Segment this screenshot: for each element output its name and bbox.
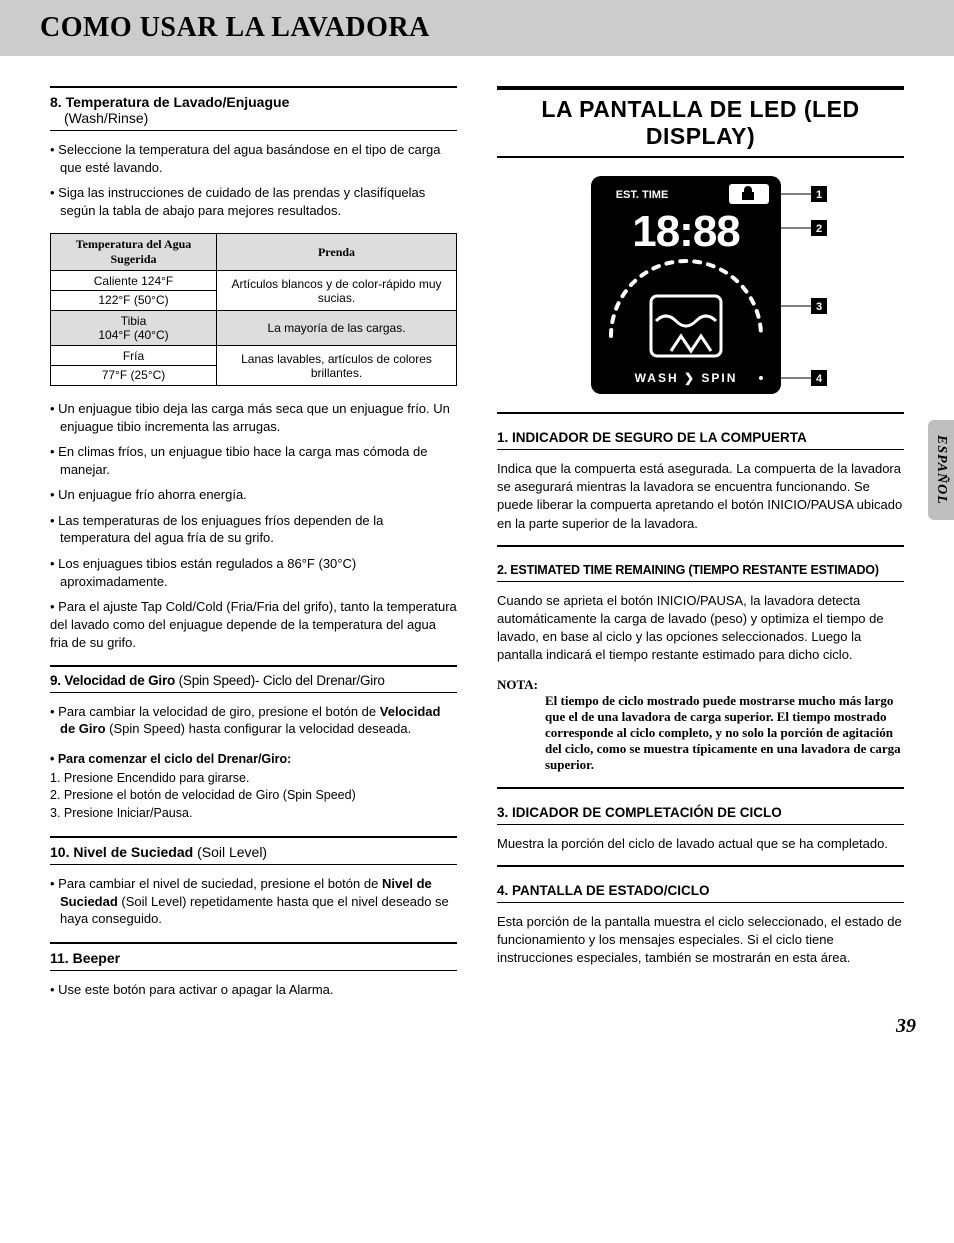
led-digits: 18:88 (632, 207, 740, 256)
right-sec1-heading: 1. INDICADOR DE SEGURO DE LA COMPUERTA (497, 430, 904, 445)
divider (50, 130, 457, 131)
heading-bold: 10. Nivel de Suciedad (50, 844, 197, 860)
callout-4: 4 (815, 373, 822, 385)
page-title: COMO USAR LA LAVADORA (40, 12, 914, 44)
bullet-text: (Soil Level) repetidamente hasta que el … (60, 894, 449, 927)
section-10-heading: 10. Nivel de Suciedad (Soil Level) (50, 844, 457, 860)
section-11-bullets: Use este botón para activar o apagar la … (50, 981, 457, 999)
bullet-item: Siga las instrucciones de cuidado de las… (50, 184, 457, 219)
divider (50, 692, 457, 693)
bullet-item: Para cambiar la velocidad de giro, presi… (50, 703, 457, 738)
step-item: 3. Presione Iniciar/Pausa. (50, 805, 457, 823)
divider (50, 665, 457, 667)
section-10-bullets: Para cambiar el nivel de suciedad, presi… (50, 875, 457, 928)
heading-text: 8. Temperatura de Lavado/Enjuague (50, 94, 289, 110)
section-8-heading: 8. Temperatura de Lavado/Enjuague (Wash/… (50, 94, 457, 126)
divider (497, 412, 904, 414)
table-header: Temperatura del Agua Sugerida (51, 234, 217, 271)
bullet-item: Los enjuagues tibios están regulados a 8… (50, 555, 457, 590)
wash-spin-label: WASH ❯ SPIN (634, 371, 737, 386)
page-header: COMO USAR LA LAVADORA (0, 0, 954, 56)
callout-1: 1 (815, 189, 821, 201)
right-sec2-body: Cuando se aprieta el botón INICIO/PAUSA,… (497, 592, 904, 665)
cell-line: Caliente 124°F (57, 274, 210, 288)
bullet-text: (Spin Speed) hasta configurar la velocid… (106, 721, 412, 736)
page-body: 8. Temperatura de Lavado/Enjuague (Wash/… (0, 86, 954, 1052)
divider (50, 970, 457, 971)
cell-line: 77°F (25°C) (51, 365, 216, 382)
section-9-bullets: Para cambiar la velocidad de giro, presi… (50, 703, 457, 738)
bullet-item: En climas fríos, un enjuague tibio hace … (50, 443, 457, 478)
table-row: Tibia 104°F (40°C) La mayoría de las car… (51, 311, 457, 346)
right-sec4-body: Esta porción de la pantalla muestra el c… (497, 913, 904, 968)
right-sec3-heading: 3. IDICADOR DE COMPLETACIÓN DE CICLO (497, 805, 904, 820)
divider (50, 86, 457, 88)
divider (497, 581, 904, 582)
left-column: 8. Temperatura de Lavado/Enjuague (Wash/… (50, 86, 457, 1012)
bullet-text: Para cambiar la velocidad de giro, presi… (58, 704, 380, 719)
heading-rest: (Spin Speed)- Ciclo del Drenar/Giro (179, 673, 385, 688)
table-header: Prenda (217, 234, 457, 271)
language-tab: ESPAÑOL (928, 420, 954, 520)
divider (50, 864, 457, 865)
language-tab-label: ESPAÑOL (933, 435, 949, 505)
table-cell: Artículos blancos y de color-rápido muy … (217, 271, 457, 311)
est-time-label: EST. TIME (615, 189, 668, 201)
bullet-item: Un enjuague frío ahorra energía. (50, 486, 457, 504)
section-11-heading: 11. Beeper (50, 950, 457, 966)
section-8-bullets-1: Seleccione la temperatura del agua basán… (50, 141, 457, 219)
heading-paren: (Soil Level) (197, 844, 267, 860)
divider (50, 836, 457, 838)
divider (50, 942, 457, 944)
nota-body: El tiempo de ciclo mostrado puede mostra… (545, 693, 904, 773)
cell-line: 104°F (40°C) (57, 328, 210, 342)
temperature-table: Temperatura del Agua Sugerida Prenda Cal… (50, 233, 457, 386)
right-sec3-body: Muestra la porción del ciclo de lavado a… (497, 835, 904, 853)
right-sec4-heading: 4. PANTALLA DE ESTADO/CICLO (497, 883, 904, 898)
section-9-heading: 9. Velocidad de Giro (Spin Speed)- Ciclo… (50, 673, 457, 688)
callout-3: 3 (815, 301, 821, 313)
cell-line: Tibia (57, 314, 210, 328)
bullet-item: Un enjuague tibio deja las carga más sec… (50, 400, 457, 435)
page-number: 39 (896, 1015, 916, 1038)
bullet-text: Para cambiar el nivel de suciedad, presi… (58, 876, 382, 891)
section-9-subheading: • Para comenzar el ciclo del Drenar/Giro… (50, 752, 457, 766)
led-title: LA PANTALLA DE LED (LED DISPLAY) (497, 96, 904, 150)
right-column: LA PANTALLA DE LED (LED DISPLAY) EST. TI… (497, 86, 904, 1012)
cell-line: 122°F (50°C) (51, 290, 216, 307)
divider (497, 449, 904, 450)
table-cell: Caliente 124°F 122°F (50°C) (51, 271, 217, 311)
table-row: Caliente 124°F 122°F (50°C) Artículos bl… (51, 271, 457, 311)
right-sec2-heading: 2. ESTIMATED TIME REMAINING (TIEMPO REST… (497, 563, 904, 577)
nota-block: NOTA: El tiempo de ciclo mostrado puede … (497, 677, 904, 773)
right-sec1-body: Indica que la compuerta está asegurada. … (497, 460, 904, 533)
section-8-trailing: • Para el ajuste Tap Cold/Cold (Fria/Fri… (50, 598, 457, 653)
step-item: 1. Presione Encendido para girarse. (50, 770, 457, 788)
divider (497, 902, 904, 903)
led-title-box: LA PANTALLA DE LED (LED DISPLAY) (497, 86, 904, 158)
bullet-item: Para cambiar el nivel de suciedad, presi… (50, 875, 457, 928)
table-cell: La mayoría de las cargas. (217, 311, 457, 346)
nota-label: NOTA: (497, 677, 538, 692)
bullet-item: Use este botón para activar o apagar la … (50, 981, 457, 999)
callout-2: 2 (815, 223, 821, 235)
heading-bold: 9. Velocidad de Giro (50, 673, 179, 688)
divider (497, 545, 904, 547)
bullet-item: Las temperaturas de los enjuagues fríos … (50, 512, 457, 547)
table-header-row: Temperatura del Agua Sugerida Prenda (51, 234, 457, 271)
bullet-item: Seleccione la temperatura del agua basán… (50, 141, 457, 176)
section-8-bullets-2: Un enjuague tibio deja las carga más sec… (50, 400, 457, 590)
divider (497, 824, 904, 825)
table-cell: Lanas lavables, artículos de colores bri… (217, 346, 457, 386)
led-display-figure: EST. TIME 18:88 WASH ❯ SPIN (551, 176, 851, 394)
table-cell: Fría 77°F (25°C) (51, 346, 217, 386)
divider (497, 865, 904, 867)
step-item: 2. Presione el botón de velocidad de Gir… (50, 787, 457, 805)
cell-line: Fría (57, 349, 210, 363)
divider (497, 787, 904, 789)
table-cell: Tibia 104°F (40°C) (51, 311, 217, 346)
heading-paren: (Wash/Rinse) (50, 110, 148, 126)
table-row: Fría 77°F (25°C) Lanas lavables, artícul… (51, 346, 457, 386)
section-9-steps: 1. Presione Encendido para girarse. 2. P… (50, 770, 457, 823)
